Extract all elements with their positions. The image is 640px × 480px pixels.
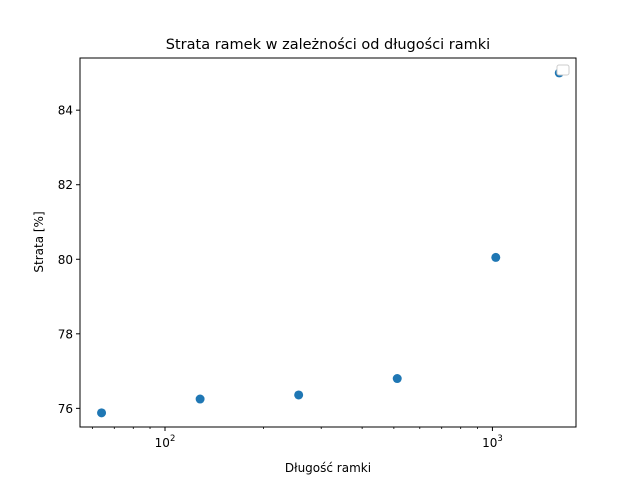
y-tick-label: 76: [58, 402, 73, 416]
data-point: [294, 390, 304, 400]
y-axis: 76 78 80 82 84: [58, 104, 80, 416]
data-point: [491, 252, 501, 262]
plot-frame: [79, 57, 577, 428]
y-tick-label: 78: [58, 327, 73, 341]
legend-box: [556, 64, 570, 76]
y-tick-label: 80: [58, 253, 73, 267]
chart-title: Strata ramek w zależności od długości ra…: [166, 37, 490, 53]
data-point: [195, 394, 205, 404]
x-tick-label: 103: [482, 434, 503, 450]
y-axis-label: Strata [%]: [32, 211, 46, 272]
x-axis: 102 103: [91, 427, 503, 450]
data-points: [97, 68, 564, 418]
x-axis-label: Długość ramki: [285, 461, 371, 475]
y-tick-label: 82: [58, 178, 73, 192]
data-point: [392, 374, 402, 384]
y-tick-label: 84: [58, 104, 73, 118]
data-point: [97, 408, 107, 418]
x-tick-label: 102: [155, 434, 176, 450]
